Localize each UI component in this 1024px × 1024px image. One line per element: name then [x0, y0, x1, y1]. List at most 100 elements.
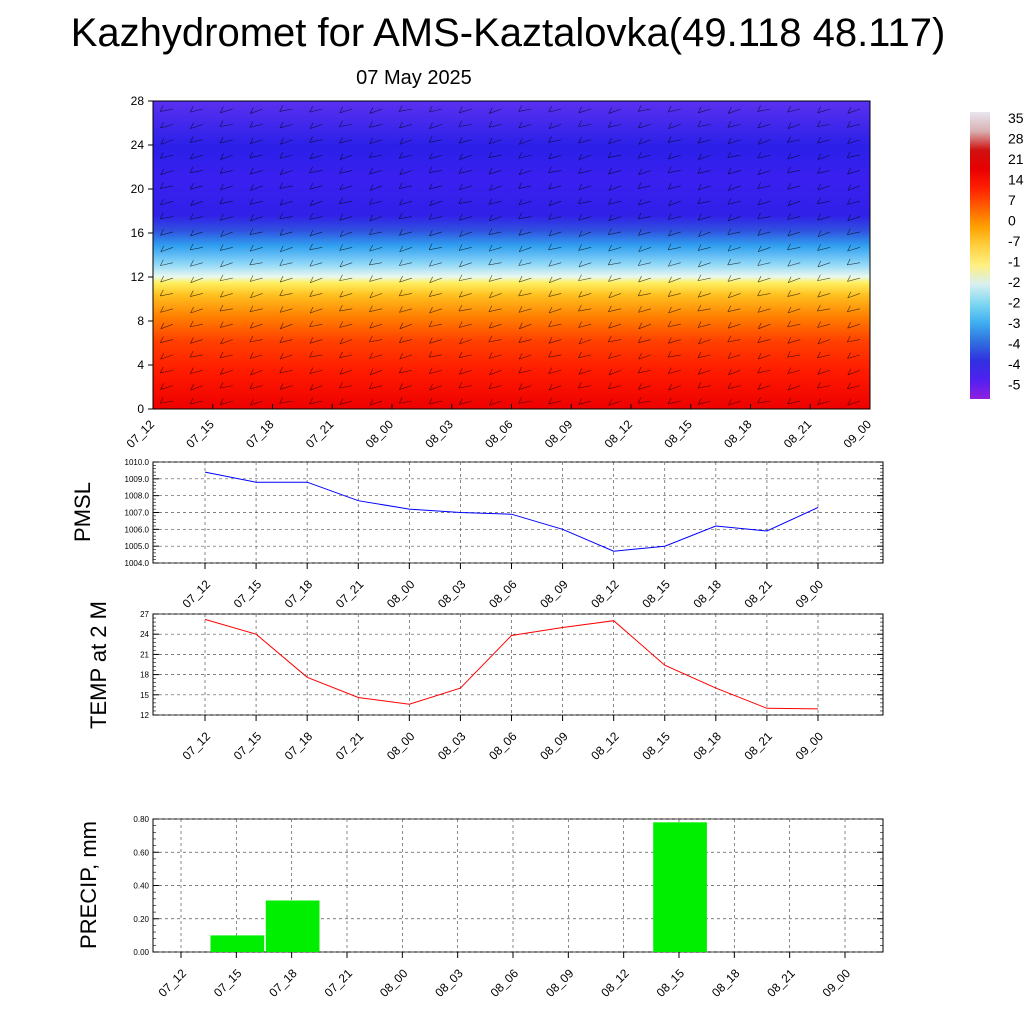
x-tick-label: 08_12 — [602, 417, 636, 451]
wind-barb — [220, 230, 233, 237]
wind-barb — [489, 107, 502, 114]
wind-barb — [190, 337, 203, 344]
y-tick-label: 24 — [140, 630, 149, 639]
wind-barb — [458, 291, 472, 298]
wind-barb — [608, 228, 622, 235]
wind-barb — [697, 274, 711, 282]
wind-barb — [339, 197, 353, 204]
y-tick-label: 16 — [131, 226, 145, 240]
wind-barb — [220, 368, 233, 375]
x-tick-label: 07_15 — [231, 729, 265, 763]
wind-barb — [757, 306, 771, 313]
wind-barb — [189, 243, 203, 251]
wind-barb — [190, 367, 203, 374]
wind-barb — [697, 398, 711, 405]
wind-barb — [518, 397, 532, 404]
x-tick-label: 08_06 — [486, 729, 520, 763]
x-tick-label: 07_21 — [333, 577, 367, 611]
wind-barb — [160, 198, 174, 206]
wind-barb — [727, 151, 741, 158]
wind-barb — [608, 382, 622, 390]
x-tick-label: 08_09 — [537, 729, 571, 763]
wind-barb — [189, 397, 203, 405]
wind-barb — [190, 183, 203, 190]
x-tick-label: 07_15 — [183, 417, 217, 451]
wind-barb — [667, 213, 681, 220]
y-tick-label: 28 — [131, 94, 145, 108]
wind-barb — [190, 306, 203, 314]
wind-barb — [249, 352, 263, 359]
wind-barb — [727, 167, 741, 175]
wind-barb — [608, 107, 622, 114]
y-tick-label: 0.60 — [133, 848, 149, 857]
wind-barb — [398, 212, 413, 220]
wind-barb — [757, 336, 771, 343]
wind-barb — [637, 212, 651, 220]
wind-barb — [249, 275, 263, 282]
wind-barb — [608, 184, 622, 191]
wind-barb — [428, 106, 442, 113]
wind-barb — [160, 182, 174, 189]
wind-barb — [250, 184, 263, 191]
wind-barb — [757, 138, 771, 145]
wind-barb — [548, 122, 562, 129]
wind-barb — [399, 275, 413, 283]
temp-frame — [152, 613, 884, 716]
wind-barb — [219, 214, 233, 221]
x-tick-label: 07_15 — [211, 966, 245, 1000]
x-tick-label: 08_15 — [639, 577, 673, 611]
x-tick-label: 08_06 — [486, 577, 520, 611]
precip-bar — [653, 822, 707, 952]
wind-barb — [697, 136, 711, 144]
wind-barb — [638, 275, 652, 283]
wind-barb — [668, 306, 681, 314]
wind-barb — [637, 105, 651, 112]
wind-barb — [727, 305, 741, 313]
wind-barb — [638, 168, 652, 175]
wind-barb — [369, 258, 383, 266]
wind-barb — [249, 258, 263, 266]
x-tick-label: 08_21 — [781, 417, 815, 451]
wind-barb — [369, 214, 383, 222]
wind-barbs — [159, 105, 861, 406]
wind-barb — [369, 228, 383, 235]
wind-barb — [399, 336, 413, 343]
wind-barb — [280, 138, 293, 145]
wind-barb — [608, 121, 622, 128]
wind-barb — [488, 322, 502, 329]
wind-barb — [757, 322, 771, 330]
wind-barb — [309, 260, 323, 267]
wind-barb — [249, 198, 263, 205]
x-tick-label: 09_00 — [793, 577, 827, 611]
pmsl-ylabel: PMSL — [70, 482, 95, 542]
wind-barb — [668, 337, 681, 344]
wind-barb — [369, 184, 383, 191]
wind-barb — [578, 260, 592, 268]
wind-barb — [727, 399, 741, 406]
colorbar-tick-label: 21 — [1008, 151, 1024, 167]
x-tick-label: 08_00 — [363, 417, 397, 451]
x-tick-label: 08_15 — [639, 729, 673, 763]
wind-barb — [638, 138, 652, 145]
y-tick-label: 1006.0 — [125, 525, 150, 534]
wind-barb — [398, 397, 413, 404]
wind-barb — [160, 383, 174, 390]
wind-barb — [219, 351, 233, 359]
wind-barb — [519, 322, 532, 330]
wind-barb — [160, 259, 174, 266]
wind-barb — [608, 167, 622, 175]
wind-barb — [847, 352, 861, 359]
wind-barb — [847, 137, 861, 145]
wind-barb — [399, 352, 413, 360]
wind-barb — [428, 166, 442, 174]
wind-barb — [698, 368, 711, 375]
wind-barb — [159, 105, 174, 112]
wind-barb — [189, 106, 203, 113]
wind-barb — [249, 244, 263, 252]
wind-barb — [787, 383, 801, 391]
wind-barb — [637, 182, 651, 189]
wind-barb — [309, 351, 323, 358]
wind-barb — [787, 166, 801, 174]
wind-barb — [817, 291, 831, 298]
wind-barb — [757, 121, 771, 129]
